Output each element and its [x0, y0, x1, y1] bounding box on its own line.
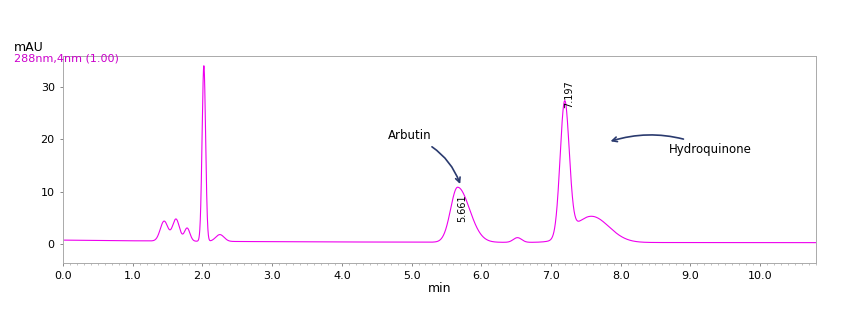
Text: 7.197: 7.197	[564, 80, 574, 108]
Text: mAU: mAU	[14, 41, 44, 54]
Text: 288nm,4nm (1.00): 288nm,4nm (1.00)	[14, 53, 119, 64]
Text: Arbutin: Arbutin	[388, 129, 460, 182]
Text: Hydroquinone: Hydroquinone	[612, 135, 752, 156]
X-axis label: min: min	[428, 282, 451, 295]
Text: 5.661: 5.661	[458, 194, 468, 222]
